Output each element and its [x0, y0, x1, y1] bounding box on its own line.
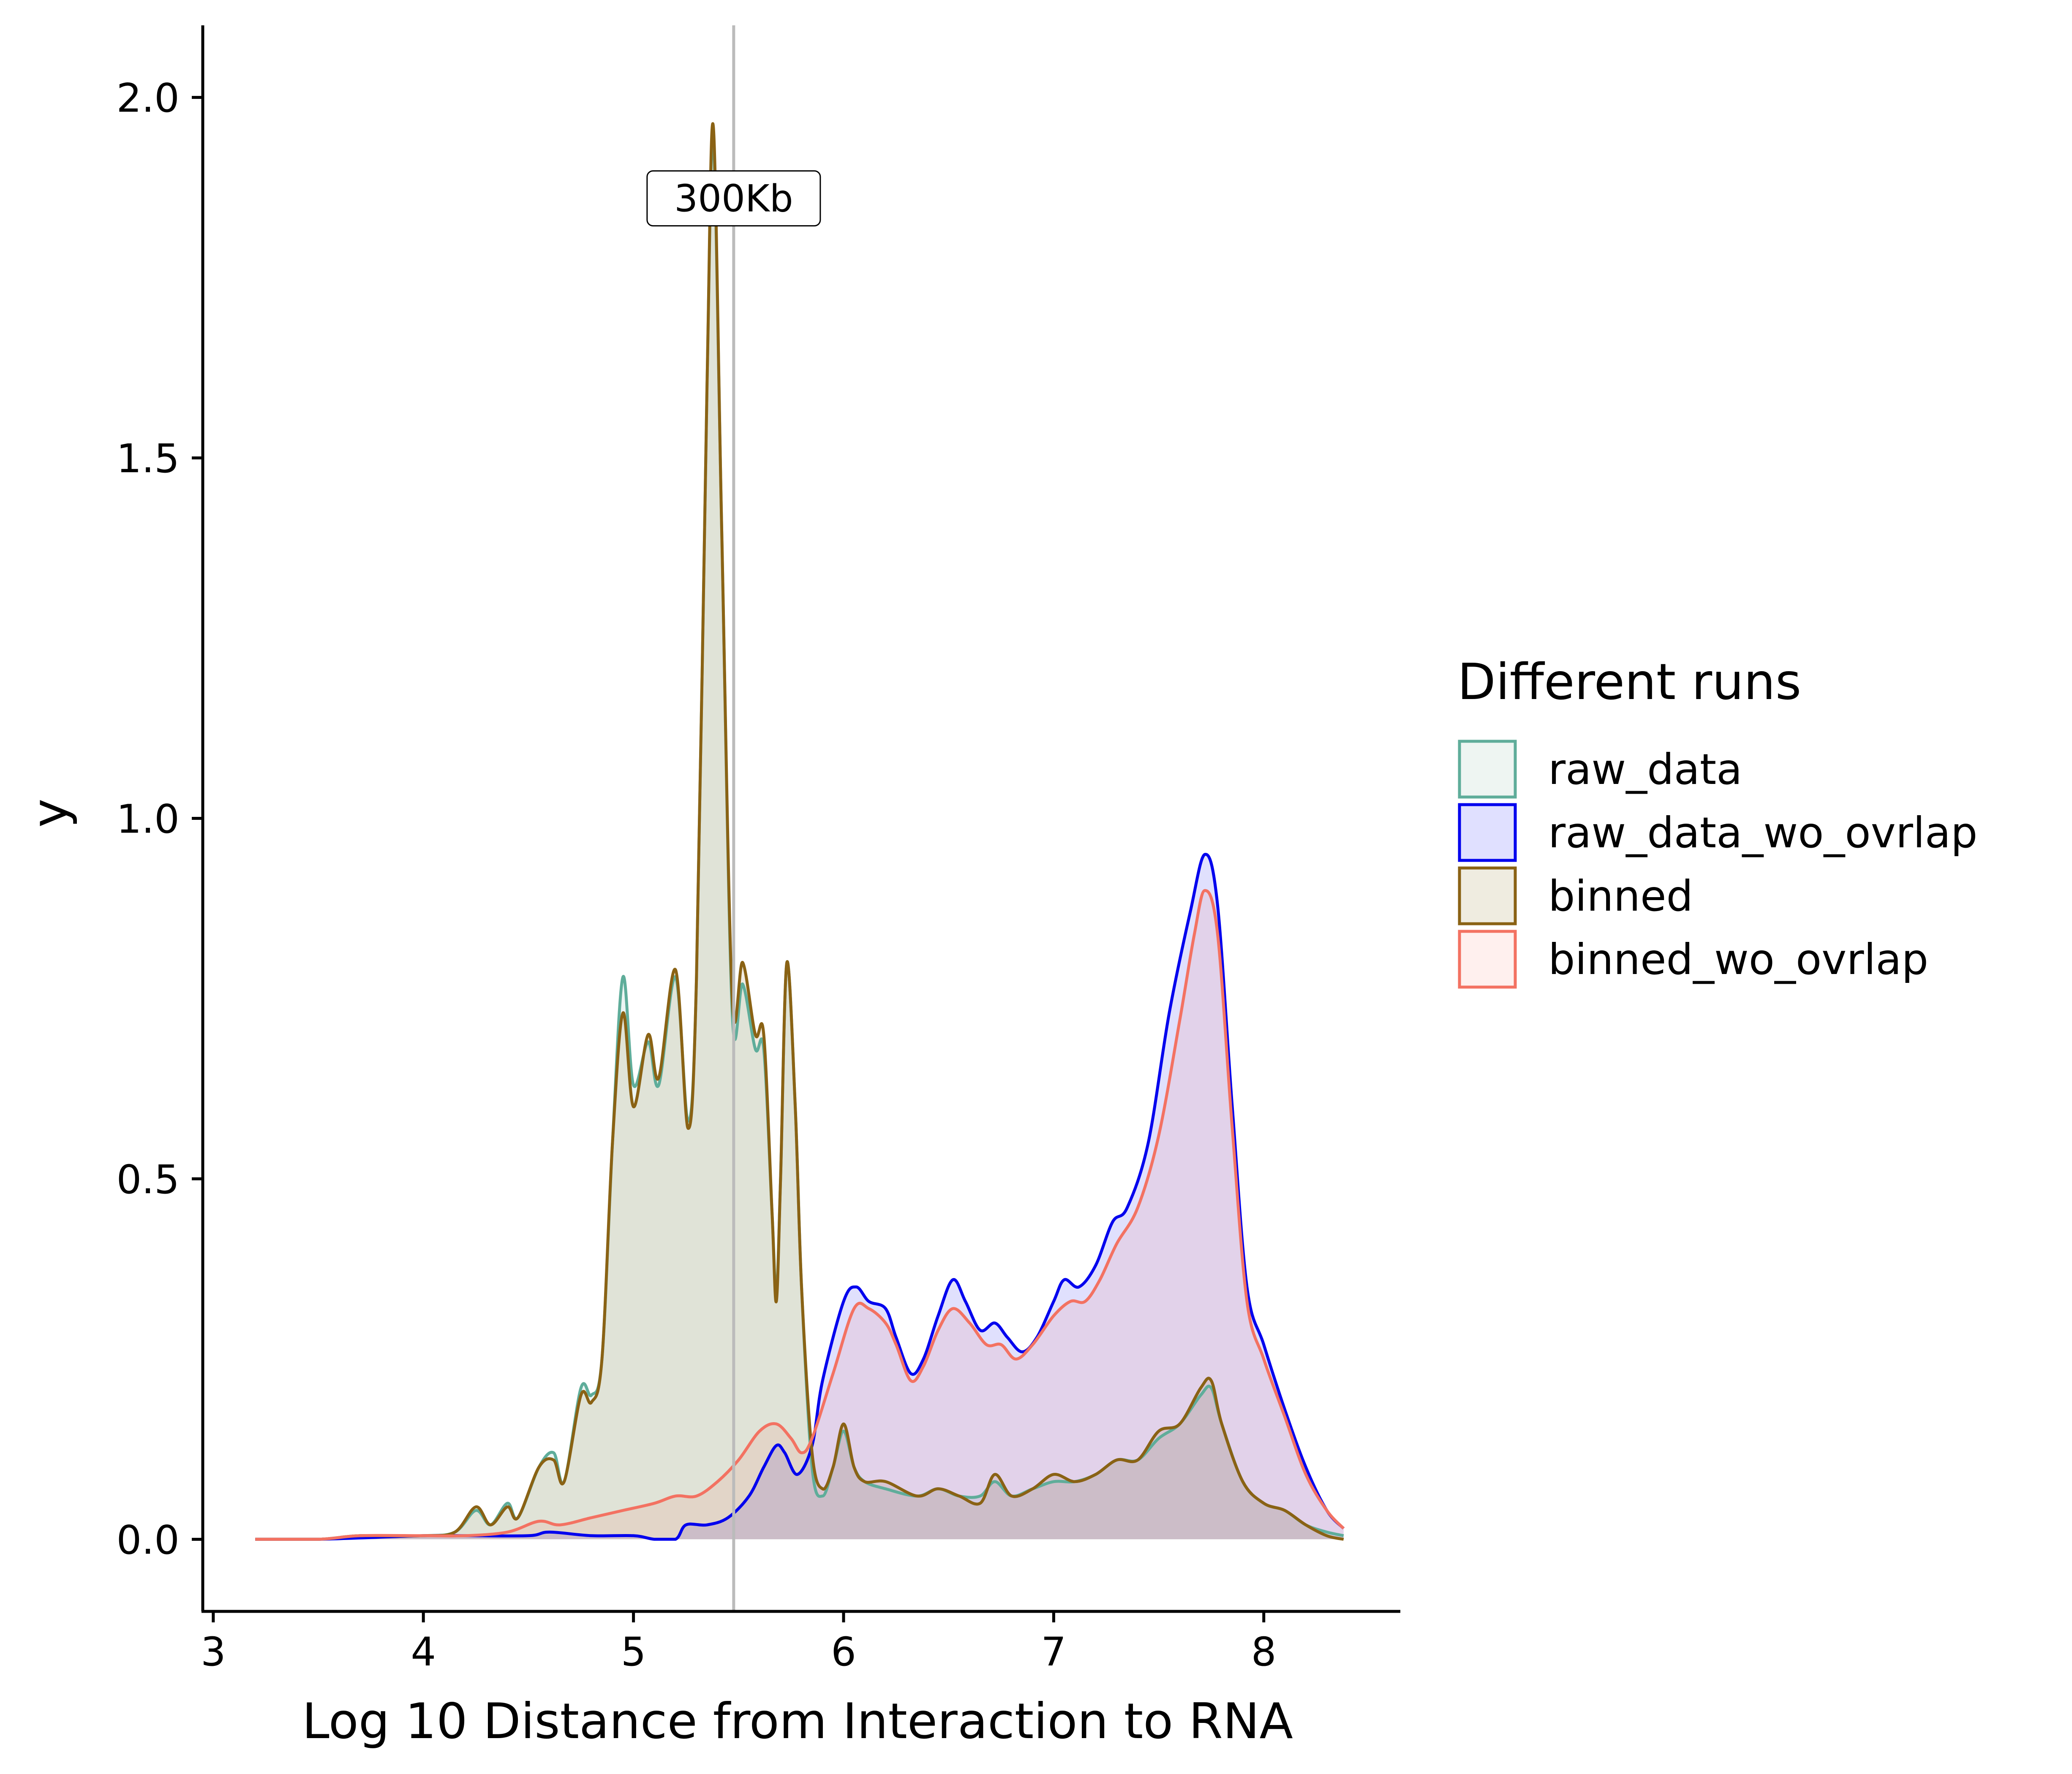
series-line-raw-data: [255, 136, 1344, 1541]
y-tick-label: 1.0: [117, 797, 180, 843]
y-axis-title: y: [22, 799, 79, 828]
area-fill-binned-wo-ovrlap: [255, 890, 1344, 1540]
legend: Different runs raw_data raw_data_wo_ovrla…: [1457, 653, 1977, 989]
y-tick-label: 0.5: [117, 1157, 180, 1203]
x-tick-label: 8: [1251, 1629, 1277, 1675]
annotation-label: 300Kb: [674, 177, 793, 220]
legend-label-binned: binned: [1548, 871, 1693, 921]
legend-label-raw-data: raw_data: [1548, 745, 1742, 794]
series-line-binned-wo-ovrlap: [255, 889, 1345, 1541]
y-tick-label: 1.5: [117, 436, 180, 482]
area-fill-raw-data-wo-ovrlap: [255, 854, 1344, 1540]
density-areas: [255, 122, 1345, 1541]
x-axis-title: Log 10 Distance from Interaction to RNA: [302, 1693, 1293, 1750]
annotation-box: [646, 170, 821, 227]
legend-label-raw-data-wo-ovrlap: raw_data_wo_ovrlap: [1548, 808, 1977, 857]
series-line-binned: [255, 122, 1344, 1541]
legend-swatch-binned: [1458, 866, 1517, 925]
legend-swatch-raw-data: [1458, 740, 1517, 799]
ticks: 3 4 5 6 7 8 0.0 0.5 1.0 1.5 2.0: [117, 76, 1277, 1675]
series-line-raw-data-wo-ovrlap: [255, 853, 1345, 1541]
legend-swatch-binned-wo-ovrlap: [1458, 930, 1517, 989]
reference-line-group: 300Kb: [646, 25, 821, 1611]
legend-label-binned-wo-ovrlap: binned_wo_ovrlap: [1548, 935, 1928, 984]
x-tick-label: 6: [831, 1629, 856, 1675]
x-tick-label: 3: [201, 1629, 226, 1675]
y-tick-label: 0.0: [117, 1517, 180, 1563]
x-tick-label: 7: [1041, 1629, 1066, 1675]
x-tick-label: 4: [411, 1629, 436, 1675]
legend-swatch-raw-data-wo-ovrlap: [1458, 803, 1517, 862]
y-tick-label: 2.0: [117, 76, 180, 122]
x-tick-label: 5: [621, 1629, 646, 1675]
legend-title: Different runs: [1457, 653, 1801, 711]
